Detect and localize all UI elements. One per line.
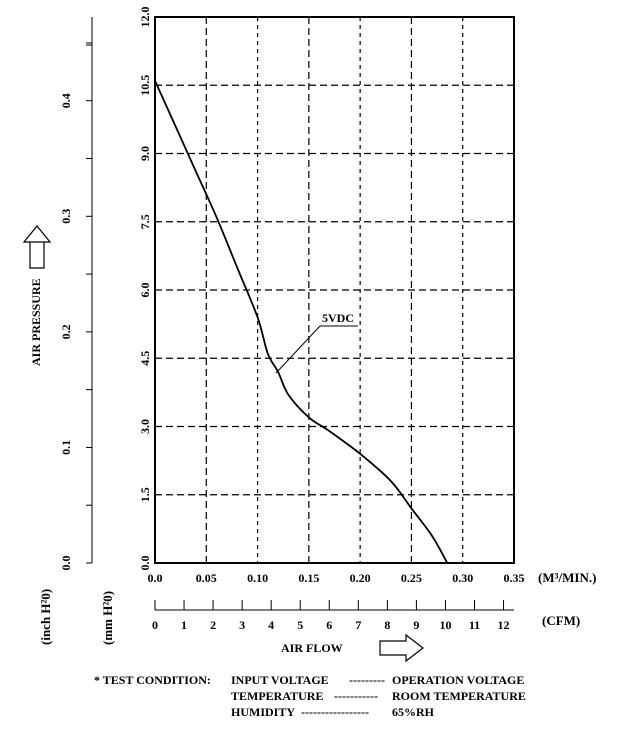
x-tick-label-cfm: 4 — [268, 618, 274, 632]
x-tick-label-m3: 0.35 — [504, 571, 525, 585]
x-tick-label-m3: 0.20 — [350, 571, 371, 585]
x-axis-label: AIR FLOW — [281, 641, 343, 655]
x-tick-label-m3: 0.15 — [298, 571, 319, 585]
x-tick-label-m3: 0.05 — [196, 571, 217, 585]
x-tick-label-m3: 0.10 — [247, 571, 268, 585]
x-tick-label-cfm: 10 — [439, 618, 451, 632]
x-tick-label-cfm: 5 — [297, 618, 303, 632]
right-arrow-icon — [379, 633, 424, 663]
x-tick-label-cfm: 2 — [210, 618, 216, 632]
condition-row-3-value: 65%RH — [392, 705, 435, 719]
test-conditions: * TEST CONDITION: INPUT VOLTAGE --------… — [94, 673, 526, 719]
y-axis-mm-ticks: 0.0 1.5 3.0 4.5 6.0 7.5 9.0 10.5 12.0 — [138, 7, 152, 571]
annotation-leader-line — [275, 325, 321, 374]
x-tick-label-cfm: 9 — [413, 618, 419, 632]
y-tick-label-inch: 0.0 — [59, 556, 73, 571]
condition-row-2-value: ROOM TEMPERATURE — [392, 689, 526, 703]
y-unit-mm: (mm H²0) — [100, 591, 115, 645]
grid — [155, 17, 514, 563]
plot-frame — [154, 16, 515, 564]
condition-row-3-label: HUMIDITY — [231, 705, 295, 719]
x-tick-label-m3: 0.30 — [452, 571, 473, 585]
y-tick-label-inch: 0.2 — [59, 324, 73, 339]
x-tick-label-cfm: 0 — [152, 618, 158, 632]
test-condition-prefix: * TEST CONDITION: — [94, 673, 211, 687]
y-tick-label-mm: 6.0 — [138, 283, 152, 298]
annotation-label: 5VDC — [322, 311, 354, 325]
x-unit-m3: (M³/MIN.) — [538, 570, 596, 585]
x-tick-label-cfm: 3 — [239, 618, 245, 632]
y-tick-label-mm: 4.5 — [138, 351, 152, 366]
x-tick-label-cfm: 7 — [355, 618, 361, 632]
condition-row-2-label: TEMPERATURE — [231, 689, 323, 703]
condition-row-1-label: INPUT VOLTAGE — [231, 673, 329, 687]
up-arrow-icon — [22, 225, 52, 269]
y-tick-label-mm: 1.5 — [138, 487, 152, 502]
x-tick-label-m3: 0.0 — [148, 571, 163, 585]
x-tick-label-cfm: 8 — [384, 618, 390, 632]
y-tick-label-inch: 0.4 — [59, 93, 73, 108]
x-tick-label-cfm: 11 — [469, 618, 480, 632]
y-tick-label-inch: 0.1 — [59, 440, 73, 455]
y-tick-label-mm: 12.0 — [138, 7, 152, 28]
y-unit-inch: (inch H²0) — [38, 589, 53, 645]
x-tick-label-cfm: 1 — [181, 618, 187, 632]
x-axis-m3-ticks: 0.0 0.05 0.10 0.15 0.20 0.25 0.30 0.35 — [148, 571, 525, 585]
y-tick-label-mm: 9.0 — [138, 146, 152, 161]
x-tick-label-cfm: 6 — [326, 618, 332, 632]
x-tick-label-m3: 0.25 — [401, 571, 422, 585]
y-axis-label: AIR PRESSURE — [29, 278, 43, 366]
y-axis-inch-ticks: 0.0 0.1 0.2 0.3 0.4 — [59, 42, 92, 571]
y-tick-label-mm: 3.0 — [138, 419, 152, 434]
y-tick-label-mm: 7.5 — [138, 214, 152, 229]
x-tick-label-cfm: 12 — [498, 618, 510, 632]
x-axis-cfm-ticks: 0 1 2 3 4 5 6 7 8 9 10 11 12 — [152, 600, 510, 632]
condition-row-3-dashes: ----------------- — [301, 705, 369, 719]
condition-row-1-value: OPERATION VOLTAGE — [392, 673, 524, 687]
x-unit-cfm: (CFM) — [542, 613, 580, 628]
y-tick-label-mm: 0.0 — [138, 556, 152, 571]
condition-row-2-dashes: ----------- — [334, 689, 378, 703]
y-tick-label-inch: 0.3 — [59, 209, 73, 224]
series-5vdc-curve — [154, 80, 449, 564]
condition-row-1-dashes: --------- — [349, 673, 385, 687]
y-tick-label-mm: 10.5 — [138, 75, 152, 96]
